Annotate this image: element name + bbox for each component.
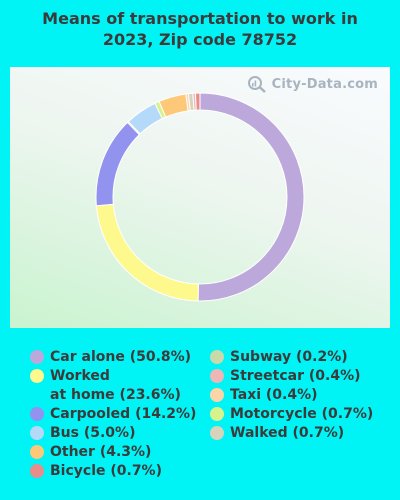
legend-item: Walked (0.7%) xyxy=(210,424,390,443)
legend-swatch xyxy=(210,407,224,421)
legend-swatch xyxy=(30,350,44,364)
donut-chart xyxy=(95,92,305,302)
legend-item: Motorcycle (0.7%) xyxy=(210,405,390,424)
slice-worked-at-home xyxy=(95,203,199,302)
legend-label: Motorcycle (0.7%) xyxy=(230,406,374,422)
legend-swatch xyxy=(210,426,224,440)
legend-label: Carpooled (14.2%) xyxy=(50,406,197,422)
slice-bicycle xyxy=(194,92,201,111)
chart-title: Means of transportation to work in 2023,… xyxy=(0,8,400,50)
magnifier-icon xyxy=(247,76,266,93)
legend-swatch xyxy=(210,350,224,364)
legend-label: Bicycle (0.7%) xyxy=(50,463,162,479)
legend-item: Subway (0.2%) xyxy=(210,348,390,367)
legend-item: Streetcar (0.4%) xyxy=(210,367,390,386)
legend-label: Car alone (50.8%) xyxy=(50,349,192,365)
legend-item: Car alone (50.8%) xyxy=(30,348,210,367)
legend-item: Bicycle (0.7%) xyxy=(30,462,210,481)
legend: Car alone (50.8%) Worked at home (23.6%) Ca… xyxy=(0,348,400,488)
legend-label: Worked xyxy=(50,368,110,384)
legend-label: Taxi (0.4%) xyxy=(230,387,318,403)
legend-swatch xyxy=(210,369,224,383)
legend-label: Subway (0.2%) xyxy=(230,349,348,365)
legend-swatch xyxy=(30,407,44,421)
legend-swatch xyxy=(30,445,44,459)
legend-column-left: Car alone (50.8%) Worked at home (23.6%) Ca… xyxy=(30,348,210,481)
legend-swatch xyxy=(30,369,44,383)
legend-label: at home (23.6%) xyxy=(50,387,181,403)
legend-item: Taxi (0.4%) xyxy=(210,386,390,405)
legend-label: Streetcar (0.4%) xyxy=(230,368,361,384)
plot-area: City-Data.com xyxy=(10,67,390,328)
chart-title-line-1: Means of transportation to work in xyxy=(42,9,358,28)
chart-title-line-2: 2023, Zip code 78752 xyxy=(102,30,298,49)
legend-swatch xyxy=(210,388,224,402)
legend-swatch xyxy=(30,426,44,440)
legend-item: Bus (5.0%) xyxy=(30,424,210,443)
legend-item: Other (4.3%) xyxy=(30,443,210,462)
slice-carpooled xyxy=(95,121,141,207)
legend-label: Walked (0.7%) xyxy=(230,425,345,441)
legend-label: Other (4.3%) xyxy=(50,444,152,460)
watermark-text: City-Data.com xyxy=(271,76,378,92)
legend-column-right: Subway (0.2%) Streetcar (0.4%) Taxi (0.4%)… xyxy=(210,348,390,443)
legend-label: Bus (5.0%) xyxy=(50,425,136,441)
legend-swatch xyxy=(30,464,44,478)
legend-item: Worked at home (23.6%) xyxy=(30,367,210,405)
slice-car-alone xyxy=(197,92,305,302)
legend-item: Carpooled (14.2%) xyxy=(30,405,210,424)
watermark: City-Data.com xyxy=(247,75,378,93)
